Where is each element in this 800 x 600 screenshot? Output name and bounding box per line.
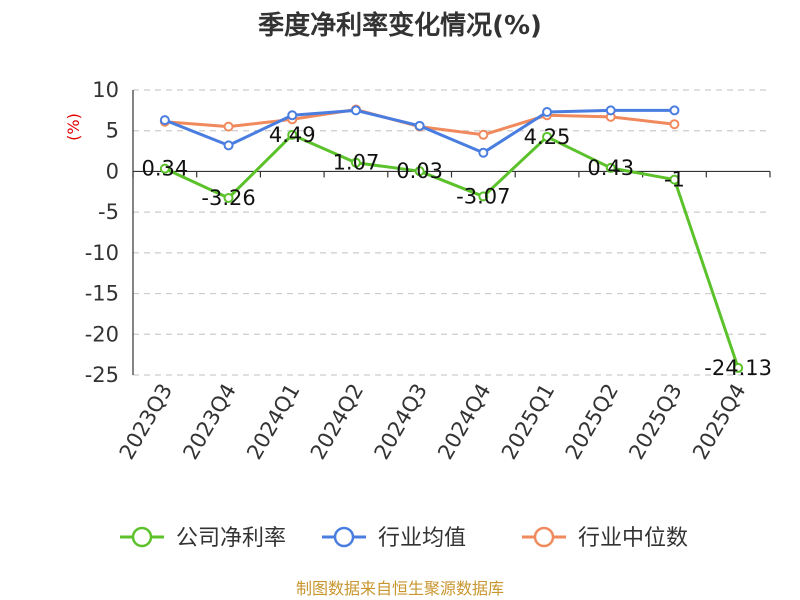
y-tick-label: -10 bbox=[85, 241, 119, 265]
data-point[interactable] bbox=[478, 129, 489, 140]
legend[interactable]: 公司净利率 行业均值 行业中位数 bbox=[120, 526, 688, 551]
legend-item-2[interactable]: 行业中位数 bbox=[522, 526, 688, 551]
y-tick-label: 0 bbox=[106, 159, 119, 183]
data-point[interactable] bbox=[669, 105, 680, 116]
data-point[interactable] bbox=[669, 174, 680, 185]
legend-label: 行业均值 bbox=[378, 526, 466, 551]
x-tick-label: 2024Q1 bbox=[242, 380, 304, 464]
data-label: -1 bbox=[664, 168, 685, 192]
data-label: 0.34 bbox=[141, 157, 188, 181]
x-tick-label: 2024Q2 bbox=[306, 380, 368, 464]
data-point[interactable] bbox=[478, 191, 489, 202]
data-label: 1.07 bbox=[333, 151, 380, 175]
data-label: 0.03 bbox=[396, 159, 443, 183]
data-label: -24.13 bbox=[704, 356, 772, 380]
legend-label: 行业中位数 bbox=[578, 526, 688, 551]
legend-marker bbox=[131, 526, 153, 548]
source-note: 制图数据来自恒生聚源数据库 bbox=[296, 579, 504, 598]
y-axis-unit: (%) bbox=[64, 113, 83, 141]
data-point[interactable] bbox=[605, 162, 616, 173]
data-point[interactable] bbox=[733, 362, 744, 373]
legend-item-0[interactable]: 公司净利率 bbox=[120, 526, 286, 551]
data-labels: 0.34 -3.26 4.49 1.07 0.03 -3.07 4.25 0.43 -1 -24.… bbox=[141, 123, 772, 380]
legend-label: 公司净利率 bbox=[176, 526, 286, 551]
y-tick-label: -15 bbox=[85, 282, 119, 306]
series-lines bbox=[159, 104, 744, 373]
series-line-0 bbox=[164, 133, 740, 369]
x-tick-label: 2025Q3 bbox=[624, 380, 686, 464]
data-point[interactable] bbox=[542, 106, 553, 117]
data-label: 4.25 bbox=[524, 125, 571, 149]
data-point[interactable] bbox=[605, 105, 616, 116]
data-label: 4.49 bbox=[269, 123, 316, 147]
data-label: -3.07 bbox=[456, 184, 510, 208]
x-tick-label: 2025Q1 bbox=[497, 380, 559, 464]
y-tick-label: 10 bbox=[92, 78, 119, 102]
y-tick-label: -20 bbox=[85, 322, 119, 346]
legend-item-1[interactable]: 行业均值 bbox=[322, 526, 466, 551]
y-tick-label: -5 bbox=[98, 200, 119, 224]
x-tick-label: 2025Q4 bbox=[688, 380, 750, 464]
data-point[interactable] bbox=[414, 166, 425, 177]
data-point[interactable] bbox=[350, 157, 361, 168]
x-tick-label: 2023Q3 bbox=[115, 380, 177, 464]
data-point[interactable] bbox=[287, 129, 298, 140]
y-tick-label: -25 bbox=[85, 363, 119, 387]
data-point[interactable] bbox=[350, 105, 361, 116]
grid bbox=[133, 89, 770, 376]
x-tick-label: 2023Q4 bbox=[178, 380, 240, 464]
data-point[interactable] bbox=[223, 140, 234, 151]
data-point[interactable] bbox=[159, 163, 170, 174]
data-point[interactable] bbox=[542, 131, 553, 142]
x-tick-label: 2024Q4 bbox=[433, 380, 495, 464]
y-tick-label: 5 bbox=[106, 119, 119, 143]
legend-marker bbox=[333, 526, 355, 548]
data-label: -3.26 bbox=[201, 186, 255, 210]
data-point[interactable] bbox=[159, 115, 170, 126]
legend-marker bbox=[533, 526, 555, 548]
data-point[interactable] bbox=[223, 192, 234, 203]
data-point[interactable] bbox=[414, 120, 425, 131]
data-point[interactable] bbox=[287, 110, 298, 121]
data-point[interactable] bbox=[669, 119, 680, 130]
x-tick-label: 2024Q3 bbox=[370, 380, 432, 464]
chart-title: 季度净利率变化情况(%) bbox=[258, 10, 542, 41]
data-label: 0.43 bbox=[587, 156, 634, 180]
data-point[interactable] bbox=[223, 121, 234, 132]
data-point[interactable] bbox=[478, 147, 489, 158]
x-tick-label: 2025Q2 bbox=[561, 380, 623, 464]
